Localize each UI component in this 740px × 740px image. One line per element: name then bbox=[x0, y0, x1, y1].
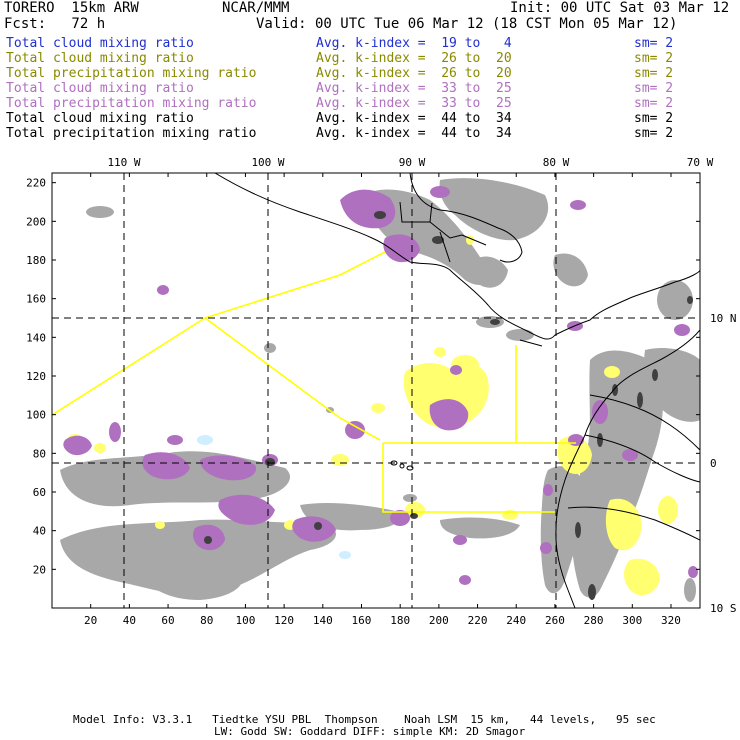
lat-lon-grid bbox=[52, 173, 700, 608]
x-tick-label: 60 bbox=[161, 614, 174, 627]
x-tick-label: 280 bbox=[584, 614, 604, 627]
legend-sm: sm= 2 bbox=[634, 51, 674, 66]
y-tick-label: 180 bbox=[26, 254, 46, 267]
x-tick-label: 300 bbox=[622, 614, 642, 627]
x-tick-label: 180 bbox=[390, 614, 410, 627]
legend-sm: sm= 2 bbox=[634, 36, 674, 51]
legend-field: Total precipitation mixing ratio bbox=[6, 96, 257, 111]
coastlines bbox=[214, 173, 700, 608]
legend-kindex: Avg. k-index = 19 to 4 bbox=[316, 36, 512, 51]
lon-label: 70 W bbox=[687, 156, 714, 169]
x-tick-label: 160 bbox=[352, 614, 372, 627]
y-tick-label: 160 bbox=[26, 293, 46, 306]
legend-field: Total cloud mixing ratio bbox=[6, 111, 194, 126]
high-value-cores bbox=[204, 211, 693, 600]
lon-label: 80 W bbox=[543, 156, 570, 169]
legend-sm: sm= 2 bbox=[634, 96, 674, 111]
legend-sm: sm= 2 bbox=[634, 111, 674, 126]
map-frame bbox=[51, 172, 701, 609]
model-info: Model Info: V3.3.1 Tiedtke YSU PBL Thomp… bbox=[73, 713, 656, 726]
legend-sm: sm= 2 bbox=[634, 126, 674, 141]
y-tick-label: 200 bbox=[26, 215, 46, 228]
lat-label: 10 S bbox=[710, 602, 737, 615]
x-tick-label: 140 bbox=[313, 614, 333, 627]
map-content bbox=[52, 173, 700, 608]
lon-label: 100 W bbox=[251, 156, 284, 169]
x-tick-label: 120 bbox=[274, 614, 294, 627]
y-tick-label: 40 bbox=[33, 525, 46, 538]
legend-field: Total precipitation mixing ratio bbox=[6, 126, 257, 141]
x-tick-label: 200 bbox=[429, 614, 449, 627]
legend-field: Total cloud mixing ratio bbox=[6, 51, 194, 66]
y-tick-label: 60 bbox=[33, 486, 46, 499]
legend-sm: sm= 2 bbox=[634, 66, 674, 81]
init-time: Init: 00 UTC Sat 03 Mar 12 bbox=[510, 0, 730, 16]
x-tick-label: 100 bbox=[235, 614, 255, 627]
y-axis-ticks: 20 40 60 80 100 120 140 160 180 200 220 bbox=[26, 177, 700, 576]
physics-info: LW: Godd SW: Goddard DIFF: simple KM: 2D… bbox=[214, 725, 526, 738]
forecast-hour: Fcst: 72 h bbox=[4, 16, 106, 32]
x-tick-label: 20 bbox=[84, 614, 97, 627]
lat-label: 10 N bbox=[710, 312, 737, 325]
y-tick-label: 20 bbox=[33, 563, 46, 576]
legend-kindex: Avg. k-index = 44 to 34 bbox=[316, 126, 512, 141]
x-tick-label: 240 bbox=[506, 614, 526, 627]
legend-field: Total precipitation mixing ratio bbox=[6, 66, 257, 81]
galapagos-islands bbox=[390, 460, 414, 471]
x-tick-label: 80 bbox=[200, 614, 213, 627]
y-tick-label: 100 bbox=[26, 409, 46, 422]
legend-kindex: Avg. k-index = 33 to 25 bbox=[316, 96, 512, 111]
legend-kindex: Avg. k-index = 26 to 20 bbox=[316, 51, 512, 66]
legend-kindex: Avg. k-index = 33 to 25 bbox=[316, 81, 512, 96]
y-tick-label: 80 bbox=[33, 447, 46, 460]
x-tick-label: 260 bbox=[545, 614, 565, 627]
x-tick-label: 220 bbox=[468, 614, 488, 627]
lon-label: 90 W bbox=[399, 156, 426, 169]
legend-kindex: Avg. k-index = 44 to 34 bbox=[316, 111, 512, 126]
legend-field: Total cloud mixing ratio bbox=[6, 81, 194, 96]
x-tick-label: 40 bbox=[123, 614, 136, 627]
country-borders bbox=[399, 201, 543, 347]
y-tick-label: 220 bbox=[26, 177, 46, 190]
legend-sm: sm= 2 bbox=[634, 81, 674, 96]
valid-time: Valid: 00 UTC Tue 06 Mar 12 (18 CST Mon … bbox=[256, 16, 678, 32]
lon-label: 110 W bbox=[107, 156, 140, 169]
x-tick-label: 320 bbox=[661, 614, 681, 627]
x-axis-ticks: 20 40 60 80 100 120 140 160 180 200 220 240 260 280 30… bbox=[84, 173, 681, 627]
center-name: NCAR/MMM bbox=[222, 0, 290, 16]
model-name: TORERO 15km ARW bbox=[4, 0, 139, 16]
legend-kindex: Avg. k-index = 26 to 20 bbox=[316, 66, 512, 81]
y-tick-label: 140 bbox=[26, 331, 46, 344]
legend-field: Total cloud mixing ratio bbox=[6, 36, 194, 51]
nested-domain-outline bbox=[52, 251, 576, 513]
y-tick-label: 120 bbox=[26, 370, 46, 383]
lat-label: 0 bbox=[710, 457, 717, 470]
